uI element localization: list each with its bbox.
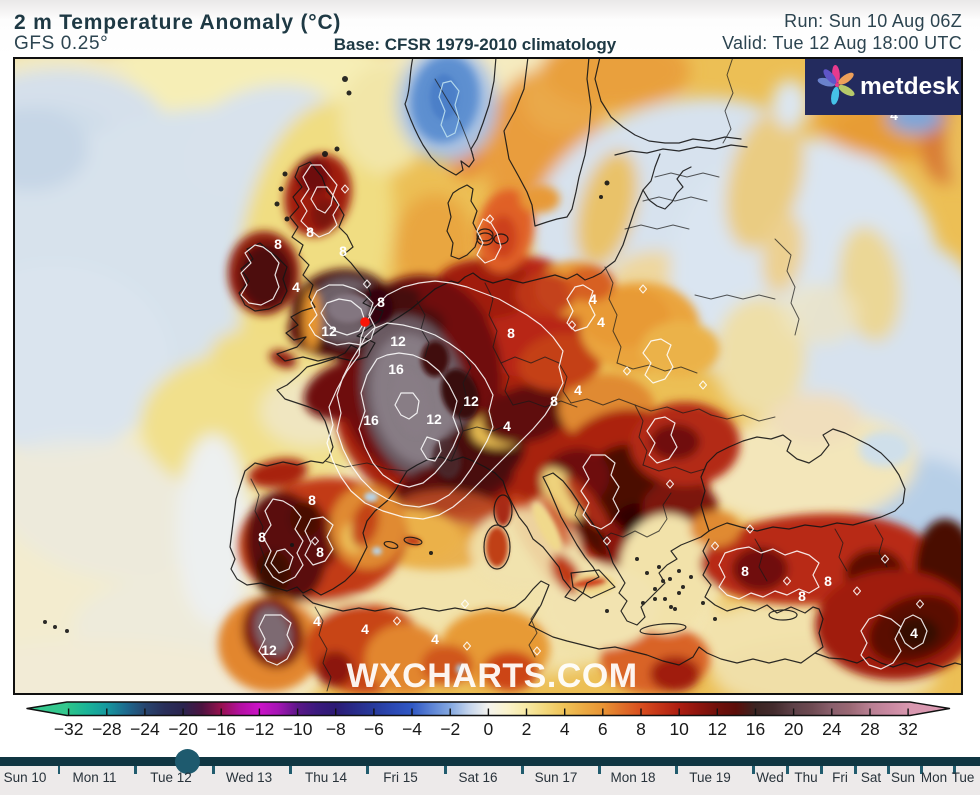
- svg-text:4: 4: [597, 314, 605, 330]
- svg-text:32: 32: [898, 719, 917, 739]
- svg-text:−12: −12: [245, 719, 275, 739]
- svg-text:−16: −16: [206, 719, 236, 739]
- svg-text:10: 10: [669, 719, 689, 739]
- svg-text:8: 8: [741, 563, 749, 579]
- svg-text:4: 4: [313, 613, 321, 629]
- svg-text:16: 16: [746, 719, 765, 739]
- svg-text:metdesk: metdesk: [860, 73, 960, 100]
- svg-text:−6: −6: [364, 719, 384, 739]
- svg-text:−10: −10: [283, 719, 313, 739]
- svg-text:12: 12: [708, 719, 727, 739]
- svg-text:12: 12: [463, 393, 479, 409]
- svg-text:8: 8: [824, 573, 832, 589]
- svg-text:12: 12: [390, 333, 406, 349]
- svg-text:8: 8: [507, 325, 515, 341]
- svg-text:8: 8: [316, 544, 324, 560]
- svg-text:4: 4: [361, 621, 369, 637]
- svg-text:−32: −32: [54, 719, 84, 739]
- svg-text:12: 12: [426, 411, 442, 427]
- svg-text:−4: −4: [402, 719, 422, 739]
- svg-text:2: 2: [522, 719, 532, 739]
- svg-text:4: 4: [560, 719, 570, 739]
- svg-text:8: 8: [306, 224, 314, 240]
- svg-text:4: 4: [574, 382, 582, 398]
- svg-text:28: 28: [860, 719, 879, 739]
- svg-text:6: 6: [598, 719, 608, 739]
- svg-text:4: 4: [292, 279, 300, 295]
- svg-text:−24: −24: [130, 719, 160, 739]
- svg-text:−2: −2: [440, 719, 460, 739]
- svg-text:8: 8: [339, 243, 347, 259]
- svg-text:8: 8: [258, 529, 266, 545]
- svg-text:16: 16: [363, 412, 379, 428]
- svg-text:−8: −8: [326, 719, 346, 739]
- svg-text:4: 4: [503, 418, 511, 434]
- svg-text:−28: −28: [92, 719, 122, 739]
- svg-text:4: 4: [589, 291, 597, 307]
- svg-text:8: 8: [308, 492, 316, 508]
- svg-text:8: 8: [377, 294, 385, 310]
- svg-text:8: 8: [550, 393, 558, 409]
- svg-text:20: 20: [784, 719, 804, 739]
- svg-text:8: 8: [798, 588, 806, 604]
- svg-text:12: 12: [321, 323, 337, 339]
- svg-text:8: 8: [636, 719, 646, 739]
- svg-text:12: 12: [261, 642, 277, 658]
- svg-text:WXCHARTS.COM: WXCHARTS.COM: [346, 657, 637, 693]
- svg-text:24: 24: [822, 719, 842, 739]
- svg-text:8: 8: [274, 236, 282, 252]
- svg-text:4: 4: [431, 631, 439, 647]
- svg-text:16: 16: [388, 361, 404, 377]
- svg-text:0: 0: [484, 719, 494, 739]
- svg-text:4: 4: [910, 625, 918, 641]
- svg-text:−20: −20: [168, 719, 198, 739]
